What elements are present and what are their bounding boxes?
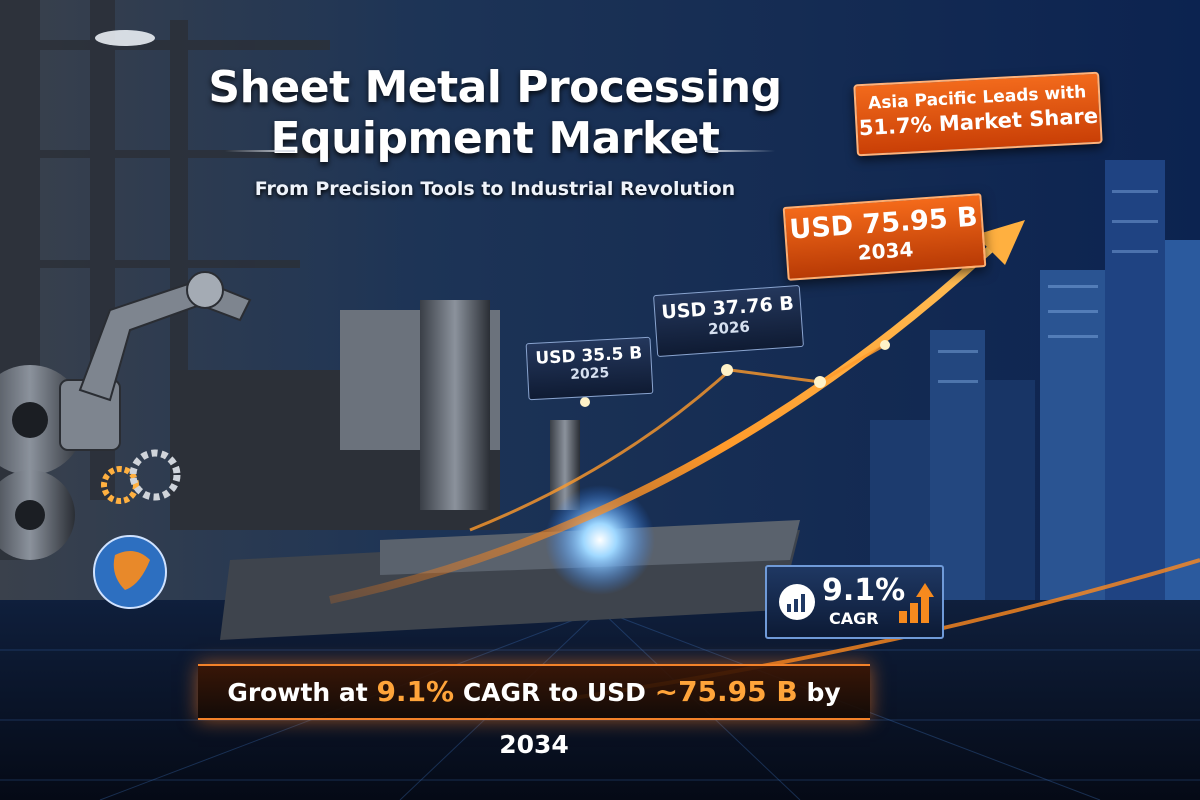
gear-icon [129, 449, 181, 501]
laser-machine [170, 300, 800, 640]
icon-arrow [916, 583, 934, 623]
factory-column [170, 20, 188, 460]
banner-highlight: 9.1% [376, 675, 455, 708]
forecast-callout: USD 35.5 B 2025 [525, 336, 654, 401]
subtitle: From Precision Tools to Industrial Revol… [254, 178, 736, 200]
point [880, 340, 890, 350]
cagr-box: 9.1% CAGR [765, 565, 944, 639]
robot-arm [59, 271, 252, 451]
window-row [1112, 190, 1158, 193]
banner-highlight: ~75.95 B [654, 675, 798, 708]
gear-icon [101, 466, 139, 504]
city [870, 160, 1200, 620]
banner-text: Growth at [227, 678, 368, 707]
arrow-head [975, 220, 1025, 265]
cagr-label: CAGR [829, 609, 879, 628]
window-row [938, 380, 978, 383]
factory [0, 0, 330, 560]
cagr-value: 9.1% [822, 573, 906, 608]
icon-bar [801, 594, 805, 612]
ceiling-light [95, 30, 155, 46]
coil-core [15, 500, 45, 530]
cagr-icon [779, 584, 815, 620]
title-line: Sheet Metal Processing [208, 62, 782, 113]
floor-grid [0, 609, 1200, 800]
growth-curve [329, 237, 1003, 604]
window-row [1112, 250, 1158, 253]
window-row [938, 350, 978, 353]
icon-bar [794, 599, 798, 612]
window-row [1048, 285, 1098, 288]
window-row [1048, 310, 1098, 313]
banner-text: by 2034 [499, 678, 841, 759]
title-rule [705, 150, 775, 152]
up-arrow-icon [899, 583, 934, 623]
point-2025 [580, 397, 590, 407]
icon-bar [787, 604, 791, 612]
window-row [1112, 220, 1158, 223]
machine-gantry [420, 300, 490, 510]
forecast-callout: USD 75.95 B 2034 [782, 193, 987, 281]
icon-bar [910, 603, 918, 623]
trend-line [469, 343, 886, 532]
laser-spark [545, 485, 655, 595]
robot-link [78, 278, 252, 402]
robot-joint [186, 271, 224, 309]
banner-text: CAGR to USD [462, 678, 646, 707]
point-2026 [721, 364, 733, 376]
factory-beam [0, 40, 330, 50]
region-badge: Asia Pacific Leads with 51.7% Market Sha… [853, 71, 1103, 157]
side-icons [93, 449, 181, 609]
title-line: Equipment Market [270, 113, 720, 164]
factory-beam [0, 150, 330, 158]
building [1105, 160, 1165, 620]
forecast-callout: USD 37.76 B 2026 [653, 284, 804, 358]
title-rule [225, 150, 295, 152]
icon-bar [899, 611, 907, 623]
building [1040, 270, 1105, 620]
coil-core [12, 402, 48, 438]
building [985, 380, 1035, 620]
windows [938, 190, 1158, 383]
globe-region [113, 551, 150, 590]
building [1165, 240, 1200, 620]
window-row [1048, 335, 1098, 338]
point [814, 376, 826, 388]
factory-beam [0, 260, 300, 268]
growth-banner: Growth at 9.1% CAGR to USD ~75.95 B by 2… [198, 664, 870, 759]
